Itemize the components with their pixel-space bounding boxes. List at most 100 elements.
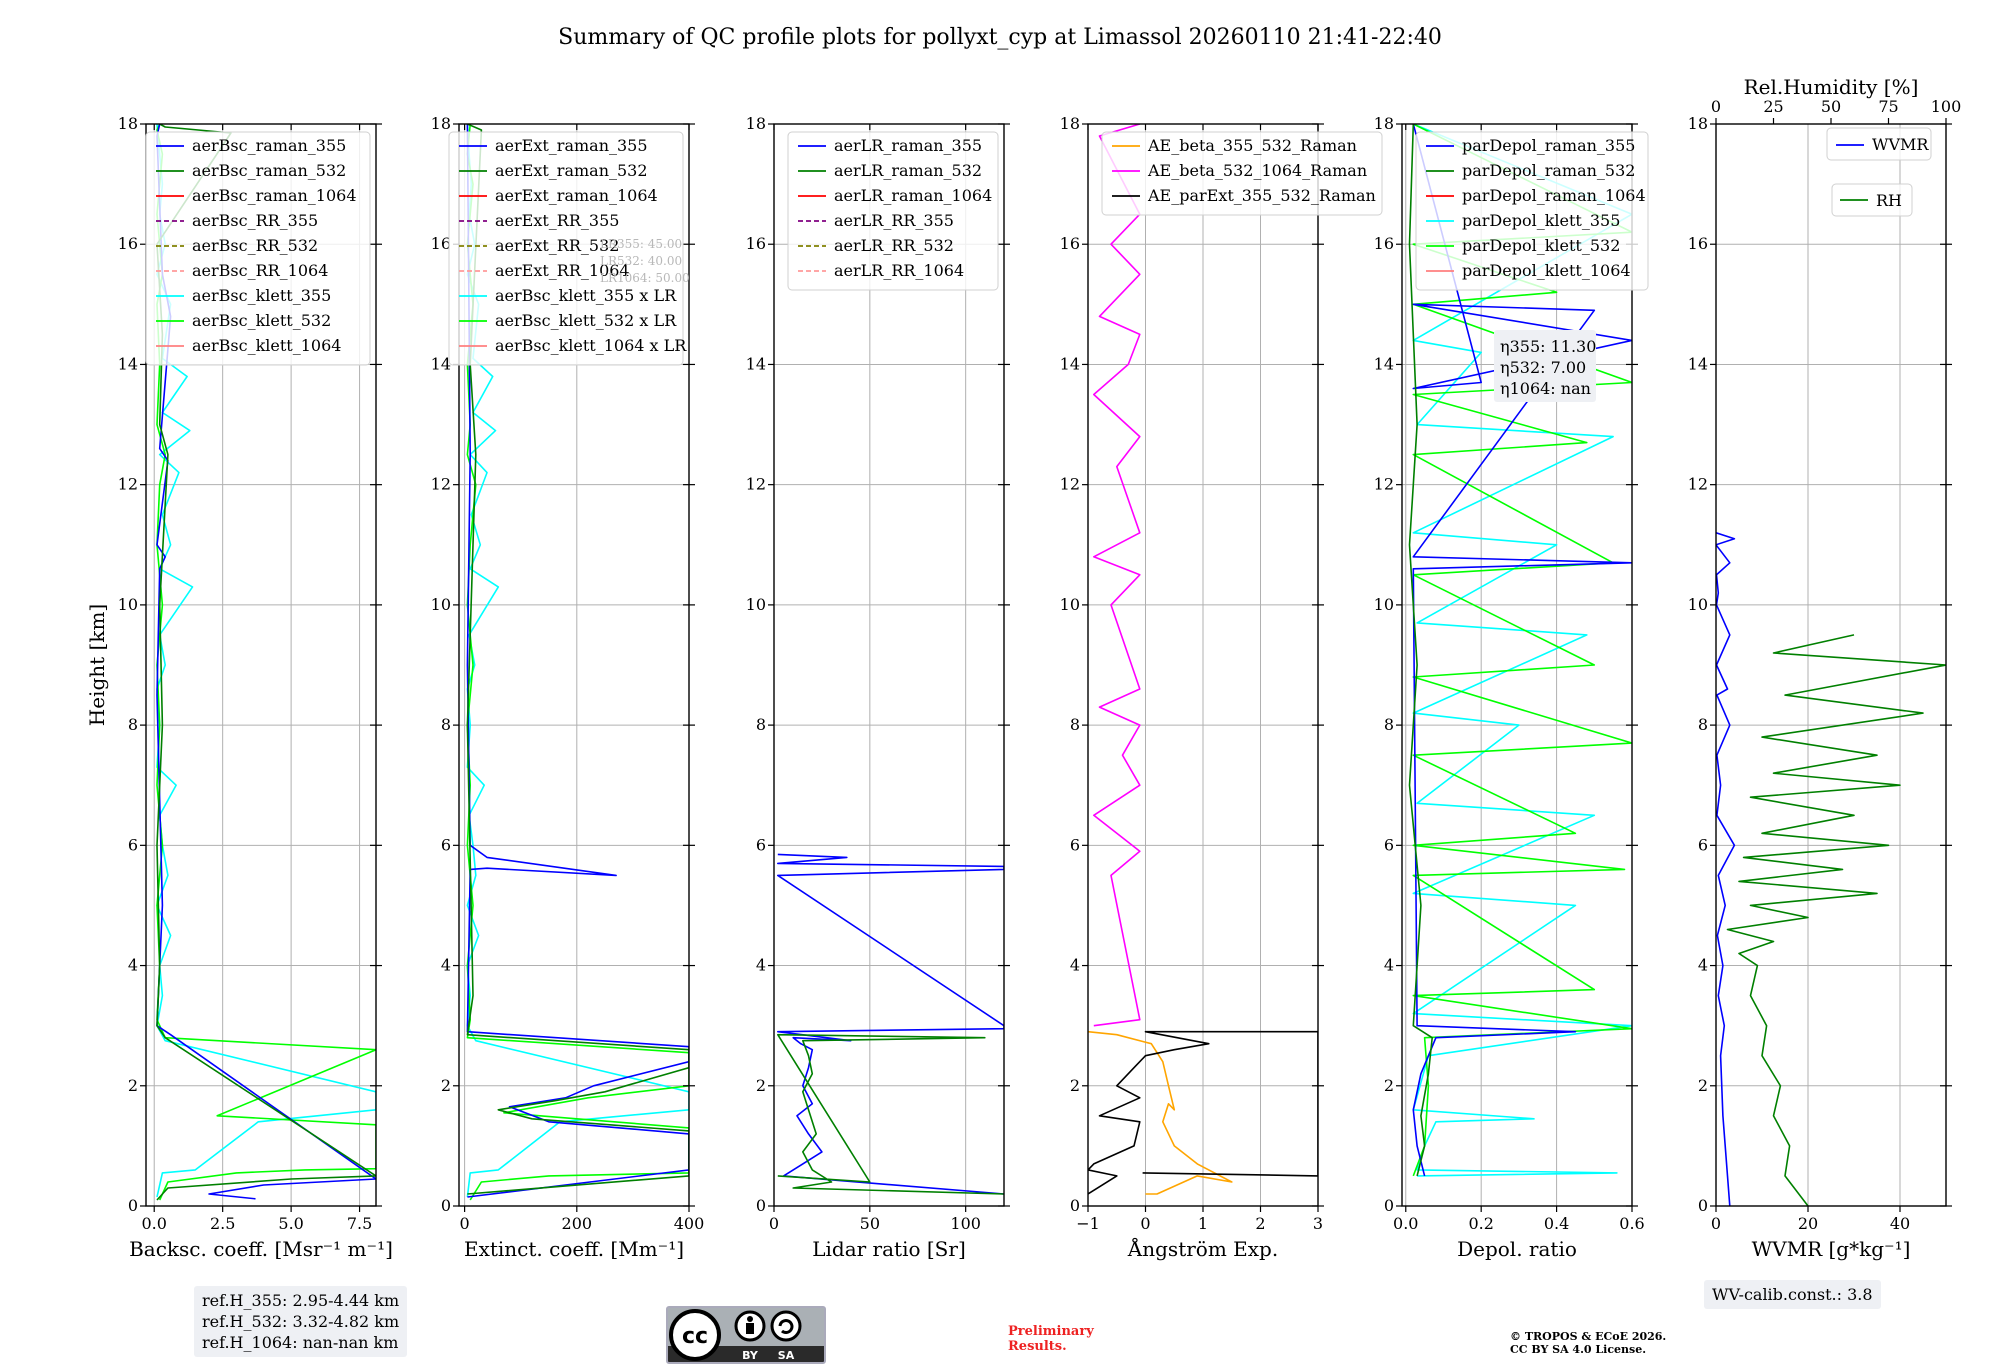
series-line-rh (1726, 634, 1946, 1206)
x-tick-label: 50 (860, 1214, 880, 1233)
refh-1064: ref.H_1064: nan-nan km (202, 1333, 399, 1352)
x-tick-label: 0 (460, 1214, 470, 1233)
y-tick-label: 8 (1070, 715, 1080, 734)
x-tick-label: 7.5 (347, 1214, 372, 1233)
svg-text:cc: cc (682, 1324, 708, 1349)
y-tick-label: 12 (1688, 475, 1708, 494)
y-tick-label: 10 (1060, 595, 1080, 614)
y-tick-label: 2 (128, 1076, 138, 1095)
lr-annotation: LR355: 45.00 (600, 237, 682, 251)
x-axis-label: Extinct. coeff. [Mm⁻¹] (464, 1237, 684, 1261)
y-tick-label: 8 (1384, 715, 1394, 734)
series-line-ae-beta-532-1064-raman (1093, 124, 1141, 1027)
legend-box-rh (1831, 183, 1913, 217)
lr-annotation: LR532: 40.00 (600, 254, 682, 268)
series-group (1716, 532, 1946, 1206)
series-line-pardepol-raman-532 (1408, 124, 1433, 1177)
legend-label: AE_parExt_355_532_Raman (1147, 186, 1376, 205)
series-line-pardepol-klett-355 (1412, 124, 1632, 1177)
legend: parDepol_raman_355 parDepol_raman_532 parD… (1415, 131, 1649, 291)
legend-label: aerExt_raman_355 (495, 136, 648, 155)
y-tick-label: 14 (118, 354, 138, 373)
y-tick-label: 16 (1060, 234, 1080, 253)
legend-label: aerExt_RR_1064 (495, 261, 630, 280)
eta-annotation: η355: 11.30 (1500, 337, 1596, 356)
x-tick-label: 5.0 (278, 1214, 303, 1233)
y-tick-label: 18 (1060, 114, 1080, 133)
legend-label: aerExt_raman_532 (495, 161, 648, 180)
x-tick-label: 0.0 (141, 1214, 166, 1233)
legend-label: parDepol_raman_355 (1462, 136, 1635, 155)
legend-label: parDepol_raman_1064 (1462, 186, 1646, 205)
x-tick-label: 40 (1890, 1214, 1910, 1233)
prelim-line-2: Results. (1008, 1339, 1067, 1354)
y-tick-label: 8 (441, 715, 451, 734)
legend-label: aerLR_RR_1064 (834, 261, 964, 280)
y-tick-label: 0 (128, 1196, 138, 1215)
preliminary-results-note: Preliminary Results. (1008, 1324, 1094, 1354)
y-tick-label: 10 (118, 595, 138, 614)
legend-box (787, 131, 999, 291)
x-axis-label: Lidar ratio [Sr] (812, 1237, 966, 1261)
y-tick-label: 16 (118, 234, 138, 253)
legend-box (1101, 131, 1383, 216)
series-group (1408, 124, 1632, 1177)
y-tick-label: 18 (1374, 114, 1394, 133)
y-tick-label: 10 (1374, 595, 1394, 614)
legend-label: RH (1876, 191, 1902, 210)
y-tick-label: 8 (756, 715, 766, 734)
y-tick-label: 18 (118, 114, 138, 133)
legend-label: aerBsc_klett_1064 x LR (495, 336, 687, 355)
cc-license-badge: cc BY SA (666, 1306, 826, 1364)
y-tick-label: 14 (1688, 354, 1708, 373)
x-tick-label: 2 (1255, 1214, 1265, 1233)
legend: aerLR_raman_355 aerLR_raman_532 aerLR_rama… (787, 131, 999, 291)
eta-box (1494, 330, 1596, 402)
y-tick-label: 12 (746, 475, 766, 494)
y-tick-label: 0 (756, 1196, 766, 1215)
legend-label: aerExt_RR_355 (495, 211, 619, 230)
x-tick-label: 2.5 (210, 1214, 235, 1233)
y-tick-label: 0 (1384, 1196, 1394, 1215)
y-tick-label: 12 (431, 475, 451, 494)
legend-label: aerLR_RR_355 (834, 211, 954, 230)
legend-label: AE_beta_532_1064_Raman (1147, 161, 1367, 180)
y-tick-label: 12 (1060, 475, 1080, 494)
y-tick-label: 10 (746, 595, 766, 614)
y-tick-label: 4 (441, 956, 451, 975)
y-tick-label: 2 (1698, 1076, 1708, 1095)
x-tick-label: 3 (1313, 1214, 1323, 1233)
legend-label: WVMR (1872, 135, 1929, 154)
y-tick-label: 10 (431, 595, 451, 614)
top-x-tick-label: 0 (1711, 97, 1721, 116)
refh-532: ref.H_532: 3.32-4.82 km (202, 1312, 400, 1331)
legend-box (1415, 131, 1649, 291)
legend-label: parDepol_klett_532 (1462, 236, 1620, 255)
figure-title: Summary of QC profile plots for pollyxt_… (558, 25, 1442, 50)
y-tick-label: 2 (756, 1076, 766, 1095)
cc-sa-label: SA (778, 1349, 795, 1362)
legend-label: AE_beta_355_532_Raman (1147, 136, 1357, 155)
x-tick-label: 1 (1198, 1214, 1208, 1233)
wv-calib-box: WV-calib.const.: 3.8 (1704, 1280, 1881, 1309)
series-line-aerext-raman-532 (466, 124, 689, 1195)
legend-label: parDepol_klett_1064 (1462, 261, 1631, 280)
y-tick-label: 6 (1698, 835, 1708, 854)
y-tick-label: 6 (756, 835, 766, 854)
x-tick-label: −1 (1076, 1214, 1100, 1233)
y-axis-label: Height [km] (85, 604, 109, 726)
axes-frame (773, 123, 1005, 1207)
copyright-line-1: © TROPOS & ECoE 2026. (1510, 1330, 1667, 1343)
y-tick-label: 0 (1070, 1196, 1080, 1215)
y-tick-label: 4 (1384, 956, 1394, 975)
top-axis-label: Rel.Humidity [%] (1744, 75, 1919, 99)
legend: WVMR RH (1826, 127, 1932, 217)
top-x-tick-label: 75 (1878, 97, 1898, 116)
wv-calib-text: WV-calib.const.: 3.8 (1712, 1285, 1873, 1304)
refh-355: ref.H_355: 2.95-4.44 km (202, 1291, 400, 1310)
top-x-tick-label: 100 (1931, 97, 1962, 116)
series-line-pardepol-klett-532 (1412, 124, 1632, 1177)
y-tick-label: 2 (1384, 1076, 1394, 1095)
